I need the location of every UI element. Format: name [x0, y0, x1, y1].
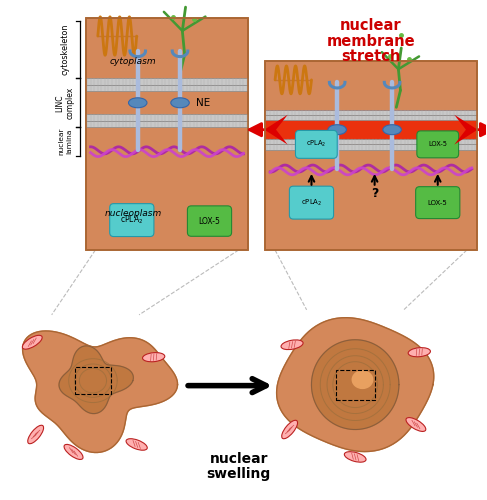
Bar: [265, 110, 477, 150]
Bar: [86, 120, 248, 127]
Text: cytoskeleton: cytoskeleton: [61, 24, 70, 75]
FancyBboxPatch shape: [187, 206, 232, 236]
Ellipse shape: [406, 418, 426, 432]
Bar: [265, 110, 477, 115]
Text: nucleoplasm: nucleoplasm: [105, 208, 162, 218]
Text: nuclear
swelling: nuclear swelling: [206, 452, 271, 482]
Ellipse shape: [281, 340, 303, 349]
Ellipse shape: [171, 98, 189, 108]
Text: nuclear
lamina: nuclear lamina: [59, 128, 72, 156]
Ellipse shape: [126, 438, 147, 450]
Text: LOX-5: LOX-5: [199, 216, 221, 226]
Bar: [75, 367, 111, 394]
Text: nuclear
membrane
stretch: nuclear membrane stretch: [327, 18, 415, 64]
Ellipse shape: [22, 336, 42, 349]
Bar: [265, 60, 477, 250]
Text: cPLA$_2$: cPLA$_2$: [120, 214, 144, 226]
Ellipse shape: [281, 420, 298, 438]
Text: LOX-5: LOX-5: [428, 200, 448, 205]
Ellipse shape: [129, 98, 147, 108]
FancyBboxPatch shape: [296, 130, 337, 158]
Polygon shape: [454, 114, 478, 144]
Bar: [265, 139, 477, 144]
Text: ?: ?: [371, 187, 378, 200]
Bar: [86, 18, 248, 250]
Polygon shape: [312, 340, 399, 430]
Text: LOX-5: LOX-5: [428, 142, 447, 148]
Text: cytoplasm: cytoplasm: [110, 57, 157, 66]
Bar: [86, 85, 248, 91]
Text: cPLA$_2$: cPLA$_2$: [301, 198, 322, 207]
FancyBboxPatch shape: [289, 186, 334, 219]
FancyArrowPatch shape: [249, 124, 265, 136]
Ellipse shape: [28, 425, 43, 444]
Ellipse shape: [344, 452, 366, 462]
FancyBboxPatch shape: [417, 131, 459, 158]
Polygon shape: [22, 331, 177, 452]
Ellipse shape: [64, 444, 83, 460]
Ellipse shape: [408, 348, 431, 357]
Ellipse shape: [383, 124, 401, 134]
Ellipse shape: [328, 124, 346, 134]
Bar: [265, 115, 477, 120]
Bar: [86, 78, 248, 85]
FancyArrowPatch shape: [477, 124, 487, 136]
Bar: [86, 18, 248, 250]
Ellipse shape: [352, 370, 374, 389]
Bar: [265, 144, 477, 150]
Polygon shape: [59, 346, 133, 414]
Polygon shape: [277, 318, 434, 452]
FancyBboxPatch shape: [110, 204, 154, 236]
Bar: [336, 370, 375, 400]
Text: LINC
complex: LINC complex: [56, 86, 75, 119]
Bar: [86, 114, 248, 120]
Bar: [265, 60, 477, 250]
Polygon shape: [264, 114, 288, 144]
FancyBboxPatch shape: [415, 186, 460, 218]
Text: cPLA$_2$: cPLA$_2$: [306, 140, 327, 149]
Text: NE: NE: [196, 98, 210, 108]
Ellipse shape: [143, 352, 165, 362]
